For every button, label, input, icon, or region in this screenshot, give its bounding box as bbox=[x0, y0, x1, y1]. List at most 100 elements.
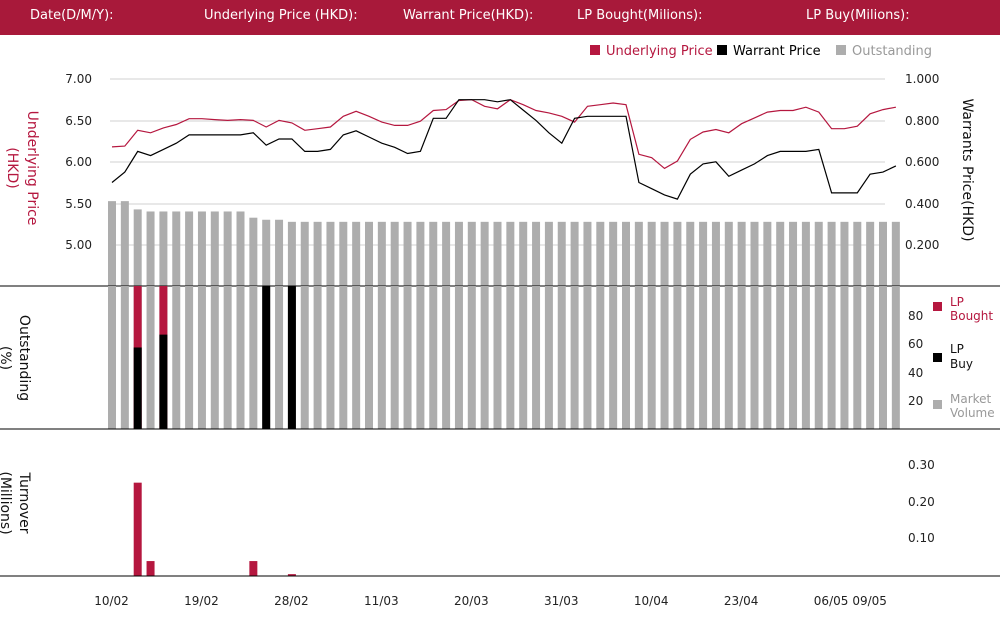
warrant-price-line bbox=[111, 99, 897, 200]
market-volume-bar bbox=[660, 286, 669, 429]
market-volume-bar bbox=[570, 286, 579, 429]
outstanding-bar bbox=[275, 219, 284, 286]
outstanding-bar bbox=[647, 221, 656, 286]
outstanding-bar bbox=[120, 201, 129, 286]
market-volume-bar bbox=[596, 286, 605, 429]
outstanding-bar bbox=[326, 221, 335, 286]
market-volume-bar bbox=[480, 286, 489, 429]
left-tick-label: 6.50 bbox=[65, 114, 92, 128]
outstanding-bars bbox=[108, 201, 900, 286]
left-tick-label: 6.00 bbox=[65, 155, 92, 169]
outstanding-bar bbox=[300, 221, 309, 286]
legend-lp-bought-line1: LP bbox=[950, 295, 964, 309]
outstanding-bar bbox=[442, 221, 451, 286]
x-tick-label: 06/05 bbox=[814, 594, 849, 608]
legend-lp-buy-line1: LP bbox=[950, 342, 964, 356]
outstanding-bar bbox=[172, 211, 181, 286]
outstanding-bar bbox=[352, 221, 361, 286]
legend-lp-bought-swatch bbox=[933, 302, 942, 311]
market-volume-bar bbox=[853, 286, 862, 429]
outstanding-bar bbox=[750, 221, 759, 286]
outstanding-bar bbox=[557, 221, 566, 286]
outstanding-bar bbox=[159, 211, 168, 286]
right-tick-label: 0.200 bbox=[905, 238, 939, 252]
market-volume-bar bbox=[866, 286, 875, 429]
right-tick-label: 1.000 bbox=[905, 72, 939, 86]
outstanding-bar bbox=[634, 221, 643, 286]
outstanding-bar bbox=[673, 221, 682, 286]
pct-bars bbox=[108, 286, 900, 429]
market-volume-bar bbox=[403, 286, 412, 429]
left-axis-title-line1: Underlying Price bbox=[24, 111, 40, 226]
lp-buy-bar bbox=[133, 347, 142, 429]
market-volume-bar bbox=[429, 286, 438, 429]
market-volume-bar bbox=[724, 286, 733, 429]
outstanding-bar bbox=[146, 211, 155, 286]
outstanding-bar bbox=[866, 221, 875, 286]
header-lp-buy-label: LP Buy(Milions): bbox=[806, 8, 910, 23]
x-tick-label: 23/04 bbox=[724, 594, 759, 608]
market-volume-bar bbox=[236, 286, 245, 429]
outstanding-bar bbox=[416, 221, 425, 286]
market-volume-bar bbox=[493, 286, 502, 429]
outstanding-bar bbox=[801, 221, 810, 286]
market-volume-bar bbox=[185, 286, 194, 429]
outstanding-bar bbox=[210, 211, 219, 286]
x-tick-label: 31/03 bbox=[544, 594, 579, 608]
market-volume-bar bbox=[647, 286, 656, 429]
legend-lp-buy-swatch bbox=[933, 353, 942, 362]
turnover-tick-label: 0.10 bbox=[908, 531, 935, 545]
pct-tick-label: 20 bbox=[908, 394, 923, 408]
outstanding-bar bbox=[622, 221, 630, 286]
market-volume-bar bbox=[454, 286, 463, 429]
outstanding-bar bbox=[493, 221, 502, 286]
market-volume-bar bbox=[711, 286, 720, 429]
outstanding-bar bbox=[313, 221, 322, 286]
market-volume-bar bbox=[210, 286, 219, 429]
chart-legend: Underlying Price Warrant Price Outstandi… bbox=[590, 44, 932, 59]
market-volume-bar bbox=[532, 286, 541, 429]
outstanding-bar bbox=[827, 221, 836, 286]
market-volume-bar bbox=[313, 286, 322, 429]
outstanding-bar bbox=[853, 221, 862, 286]
market-volume-bar bbox=[223, 286, 232, 429]
left-axis-title-line2: (HKD) bbox=[4, 147, 20, 188]
legend-lp-bought-line2: Bought bbox=[950, 309, 993, 323]
outstanding-bar bbox=[287, 221, 296, 286]
market-volume-bar bbox=[609, 286, 618, 429]
outstanding-bar bbox=[390, 221, 399, 286]
market-volume-bar bbox=[377, 286, 386, 429]
market-volume-bar bbox=[108, 286, 116, 429]
market-volume-bar bbox=[172, 286, 181, 429]
header-underlying-label: Underlying Price (HKD): bbox=[204, 8, 358, 23]
outstanding-bar bbox=[429, 221, 438, 286]
outstanding-bar bbox=[789, 221, 798, 286]
legend-warrant-label: Warrant Price bbox=[733, 44, 821, 59]
x-tick-label: 28/02 bbox=[274, 594, 309, 608]
market-volume-bar bbox=[352, 286, 361, 429]
outstanding-bar bbox=[776, 221, 785, 286]
x-tick-label: 10/04 bbox=[634, 594, 669, 608]
market-volume-bar bbox=[519, 286, 528, 429]
outstanding-bar bbox=[840, 221, 849, 286]
outstanding-bar bbox=[737, 221, 746, 286]
outstanding-bar bbox=[339, 221, 348, 286]
x-axis-ticks: 10/02 19/02 28/02 11/03 20/03 31/03 10/04 23/04… bbox=[94, 594, 887, 608]
x-tick-label: 10/02 bbox=[94, 594, 129, 608]
market-volume-bar bbox=[686, 286, 695, 429]
market-volume-bar bbox=[416, 286, 425, 429]
outstanding-bar bbox=[403, 221, 412, 286]
outstanding-panel: 80 60 40 20 Outstanding (%) LP Bought LP… bbox=[0, 286, 995, 429]
outstanding-bar bbox=[108, 201, 116, 286]
market-volume-bar bbox=[557, 286, 566, 429]
market-volume-bar bbox=[326, 286, 335, 429]
market-volume-bar bbox=[840, 286, 849, 429]
outstanding-bar bbox=[699, 221, 708, 286]
outstanding-bar bbox=[544, 221, 553, 286]
market-volume-bar bbox=[750, 286, 759, 429]
x-tick-label: 11/03 bbox=[364, 594, 399, 608]
turnover-panel: 0.30 0.20 0.10 Turnover (Millions) bbox=[0, 458, 935, 577]
legend-market-volume-line1: Market bbox=[950, 392, 992, 406]
market-volume-bar bbox=[249, 286, 258, 429]
